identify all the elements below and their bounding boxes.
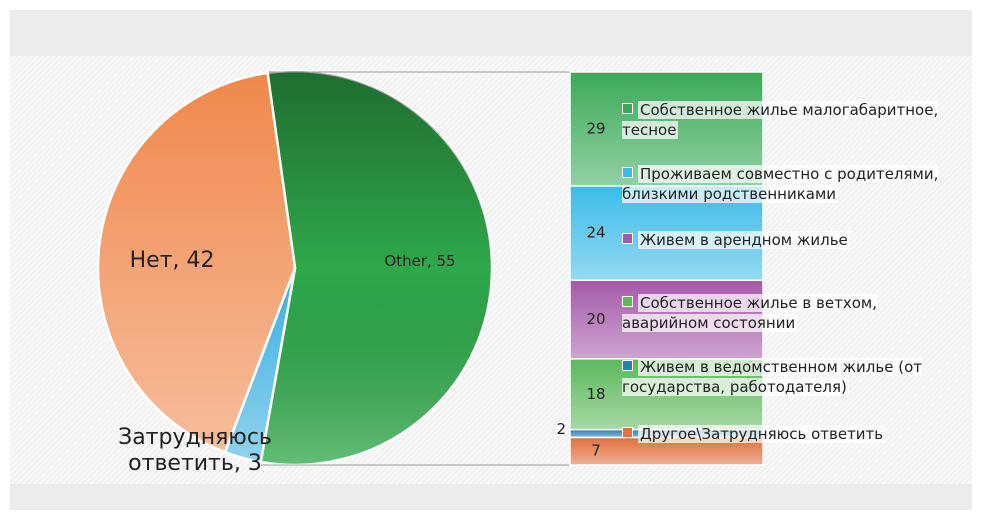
legend-label: Проживаем совместно с родителями, близки…: [622, 165, 939, 203]
legend-label: Живем в арендном жилье: [638, 231, 850, 249]
legend-entry: Собственное жилье в ветхом, аварийном со…: [622, 294, 962, 333]
legend-label: Собственное жилье малогабаритное, тесное: [622, 101, 939, 139]
legend-marker: [622, 233, 633, 244]
legend-label: Другое\Затрудняюсь ответить: [638, 425, 886, 443]
pie-label: Нет, 42: [129, 248, 215, 273]
legend-entry: Собственное жилье малогабаритное, тесное: [622, 101, 962, 140]
pie-label: Затрудняюсь ответить, 3: [118, 425, 272, 477]
legend-label: Живем в ведомственном жилье (от государс…: [622, 358, 922, 396]
legend-entry: Живем в арендном жилье: [622, 231, 962, 251]
bar-value-label: 2: [556, 420, 566, 438]
bar-value-label: 24: [586, 224, 605, 242]
legend-marker: [622, 427, 633, 438]
legend-label: Собственное жилье в ветхом, аварийном со…: [622, 294, 877, 332]
legend-entry: Проживаем совместно с родителями, близки…: [622, 165, 962, 204]
bar-value-label: 7: [591, 442, 601, 460]
pie-label: Other, 55: [384, 252, 456, 270]
bar-value-label: 18: [586, 385, 605, 403]
legend-marker: [622, 360, 633, 371]
legend-entry: Другое\Затрудняюсь ответить: [622, 425, 962, 445]
legend-marker: [622, 167, 633, 178]
legend-marker: [622, 296, 633, 307]
legend-marker: [622, 103, 633, 114]
bar-value-label: 20: [586, 310, 605, 328]
bar-value-label: 29: [586, 119, 605, 137]
legend-entry: Живем в ведомственном жилье (от государс…: [622, 358, 962, 397]
